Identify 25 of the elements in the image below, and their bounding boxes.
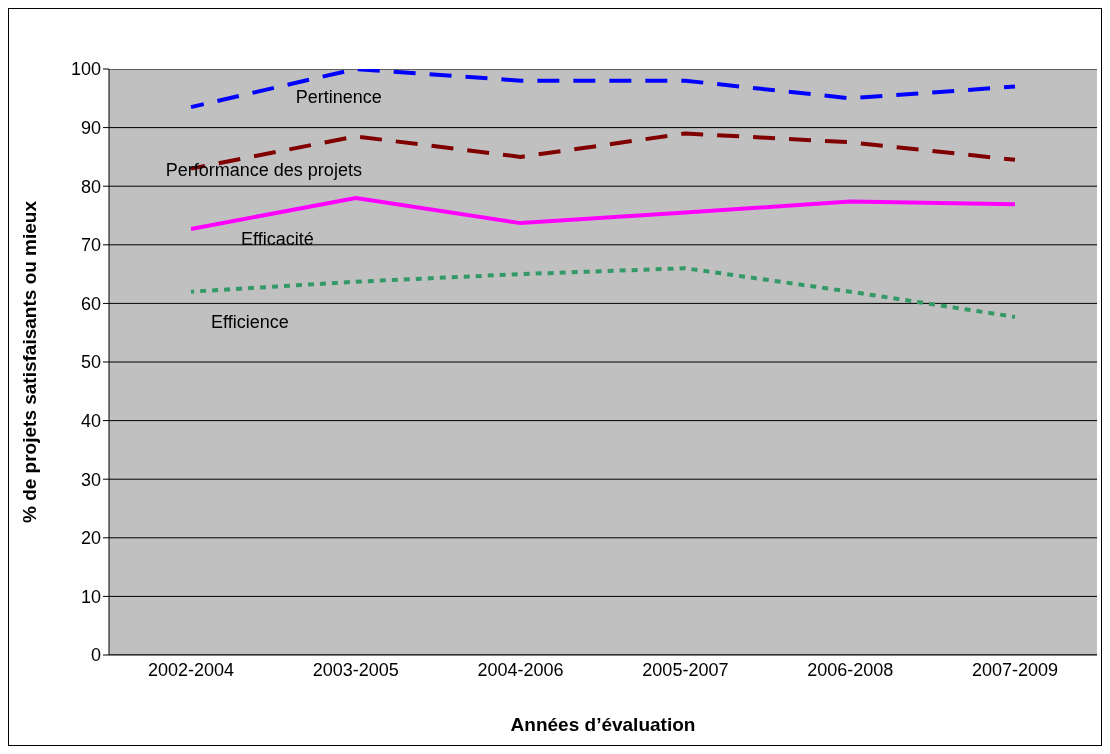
x-tick-label: 2002-2004	[147, 659, 235, 680]
series-label: Efficacité	[241, 228, 314, 249]
line-series	[189, 195, 1017, 231]
y-tick-label: 50	[80, 352, 101, 373]
x-tick-label: 2004-2006	[477, 659, 564, 680]
series-label: Pertinence	[295, 87, 382, 107]
y-tick-label: 20	[80, 528, 101, 549]
x-tick-label: 2006-2008	[807, 659, 894, 680]
x-tick-label: 2007-2009	[971, 659, 1059, 680]
y-tick-label: 0	[90, 645, 101, 666]
x-axis-title: Années d’évaluation	[510, 714, 696, 735]
series-label: Efficience	[211, 311, 289, 332]
x-tick-label: 2005-2007	[642, 659, 729, 680]
y-tick-label: 10	[80, 586, 101, 607]
x-tick-label: 2003-2005	[312, 659, 399, 680]
y-tick-label: 40	[80, 410, 101, 431]
series-label: Performance des projets	[165, 160, 362, 181]
y-tick-label: 90	[80, 117, 101, 138]
y-tick-label: 80	[80, 176, 101, 197]
y-tick-label: 60	[80, 293, 101, 314]
y-tick-label: 70	[80, 235, 101, 256]
line-series	[189, 69, 1017, 110]
y-axis-title: % de projets satisfaisants ou mieux	[18, 200, 40, 524]
y-tick-label: 100	[70, 59, 101, 80]
y-tick-label: 30	[80, 469, 101, 490]
